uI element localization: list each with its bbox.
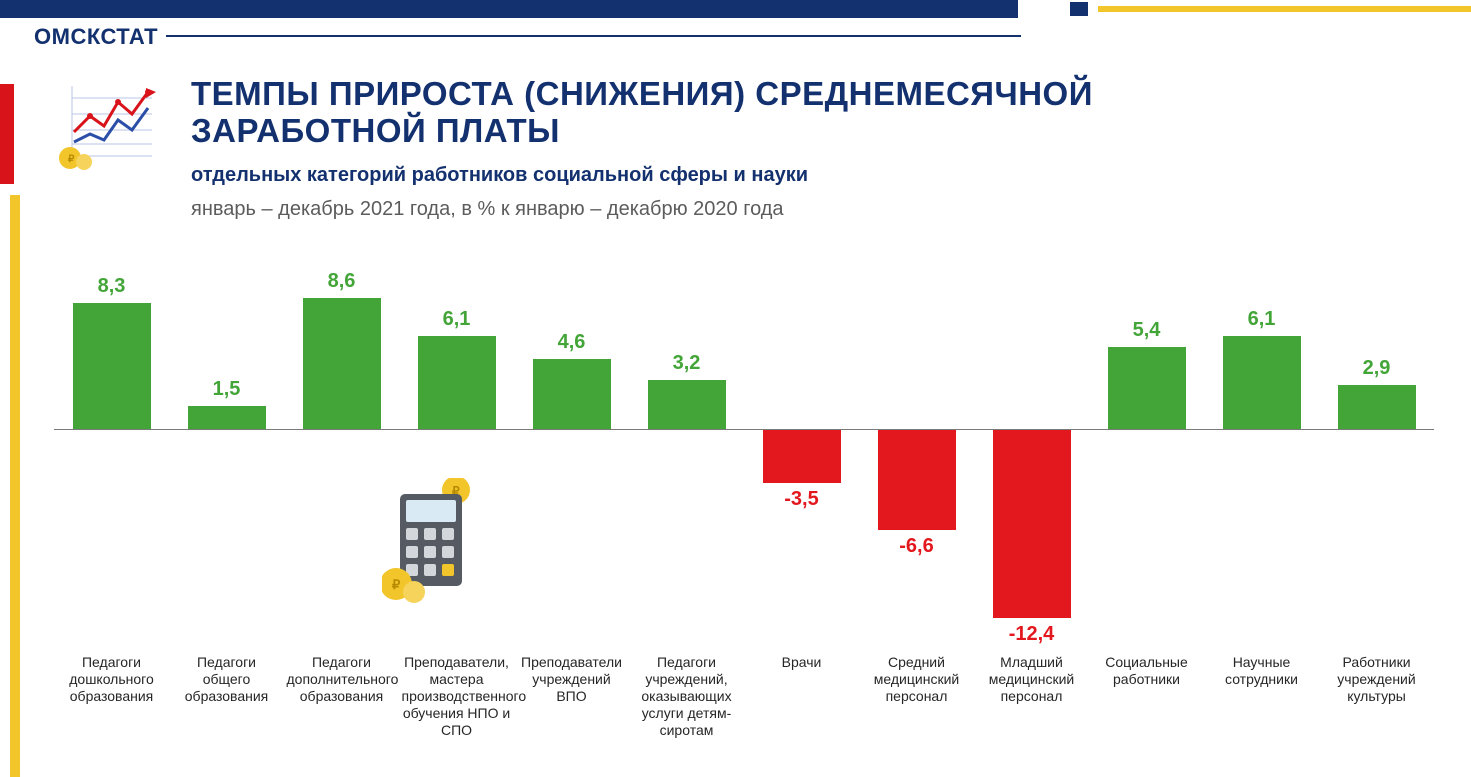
title-line-1: ТЕМПЫ ПРИРОСТА (СНИЖЕНИЯ) СРЕДНЕМЕСЯЧНОЙ	[191, 75, 1093, 112]
bar-value: 6,1	[1248, 308, 1276, 331]
bar	[1108, 347, 1186, 429]
bar-chart: 8,3 Педагоги дошкольного образования 1,5 Пе…	[54, 262, 1434, 732]
category-label: Работники учреждений культуры	[1322, 654, 1432, 705]
bar-value: 2,9	[1363, 357, 1391, 380]
category-label: Преподаватели учреждений ВПО	[517, 654, 627, 705]
growth-chart-icon: ₽	[58, 80, 158, 170]
chart-column: 5,4 Социальные работники	[1089, 262, 1204, 732]
header-bar-navy	[0, 0, 1018, 18]
bar	[648, 380, 726, 429]
bar-value: -12,4	[1009, 623, 1055, 646]
chart-column: -6,6 Средний медицинский персонал	[859, 262, 974, 732]
bar-value: -6,6	[899, 535, 933, 558]
left-accent-red	[0, 84, 14, 184]
brand-underline	[166, 35, 1021, 37]
bar	[878, 430, 956, 530]
bar	[303, 298, 381, 429]
category-label: Педагоги общего образования	[172, 654, 282, 705]
bar-value: 8,3	[98, 275, 126, 298]
chart-column: 3,2Педагоги учреждений, оказывающих услу…	[629, 262, 744, 732]
category-label: Младший медицинский персонал	[977, 654, 1087, 705]
period-label: январь – декабрь 2021 года, в % к январю…	[191, 198, 784, 221]
chart-column: 8,3 Педагоги дошкольного образования	[54, 262, 169, 732]
chart-column: 2,9 Работники учреждений культуры	[1319, 262, 1434, 732]
bar	[533, 359, 611, 429]
chart-column: 6,1 Научные сотрудники	[1204, 262, 1319, 732]
bar	[1223, 336, 1301, 429]
header-square-navy	[1070, 2, 1088, 16]
bar	[188, 406, 266, 429]
page-title: ТЕМПЫ ПРИРОСТА (СНИЖЕНИЯ) СРЕДНЕМЕСЯЧНОЙ…	[191, 76, 1391, 150]
chart-column: -12,4 Младший медицинский персонал	[974, 262, 1089, 732]
bar	[73, 303, 151, 429]
chart-column: -3,5 Врачи	[744, 262, 859, 732]
bar-value: 8,6	[328, 270, 356, 293]
bar	[418, 336, 496, 429]
category-label: Педагоги учреждений, оказывающих услуги …	[632, 654, 742, 739]
calculator-icon: ₽ ₽	[382, 478, 482, 608]
brand-label: ОМСКСТАТ	[34, 24, 158, 50]
svg-text:₽: ₽	[68, 154, 75, 165]
bar	[763, 430, 841, 483]
bar	[993, 430, 1071, 618]
page-subtitle: отдельных категорий работников социально…	[191, 164, 808, 187]
chart-column: 1,5 Педагоги общего образования	[169, 262, 284, 732]
bar-value: -3,5	[784, 488, 818, 511]
category-label: Социальные работники	[1092, 654, 1202, 688]
title-line-2: ЗАРАБОТНОЙ ПЛАТЫ	[191, 112, 560, 149]
bar-value: 3,2	[673, 352, 701, 375]
left-accent-yellow	[10, 195, 20, 777]
category-label: Преподаватели, мастера производственного…	[402, 654, 512, 739]
header-bar-yellow	[1098, 6, 1471, 12]
chart-column: 4,6 Преподаватели учреждений ВПО	[514, 262, 629, 732]
bar-value: 1,5	[213, 378, 241, 401]
bar-value: 6,1	[443, 308, 471, 331]
svg-text:₽: ₽	[392, 577, 401, 592]
bar	[1338, 385, 1416, 429]
bar-value: 4,6	[558, 331, 586, 354]
category-label: Средний медицинский персонал	[862, 654, 972, 705]
category-label: Педагоги дошкольного образования	[57, 654, 167, 705]
category-label: Педагоги дополнительного образования	[287, 654, 397, 705]
category-label: Врачи	[747, 654, 857, 671]
bar-value: 5,4	[1133, 319, 1161, 342]
category-label: Научные сотрудники	[1207, 654, 1317, 688]
